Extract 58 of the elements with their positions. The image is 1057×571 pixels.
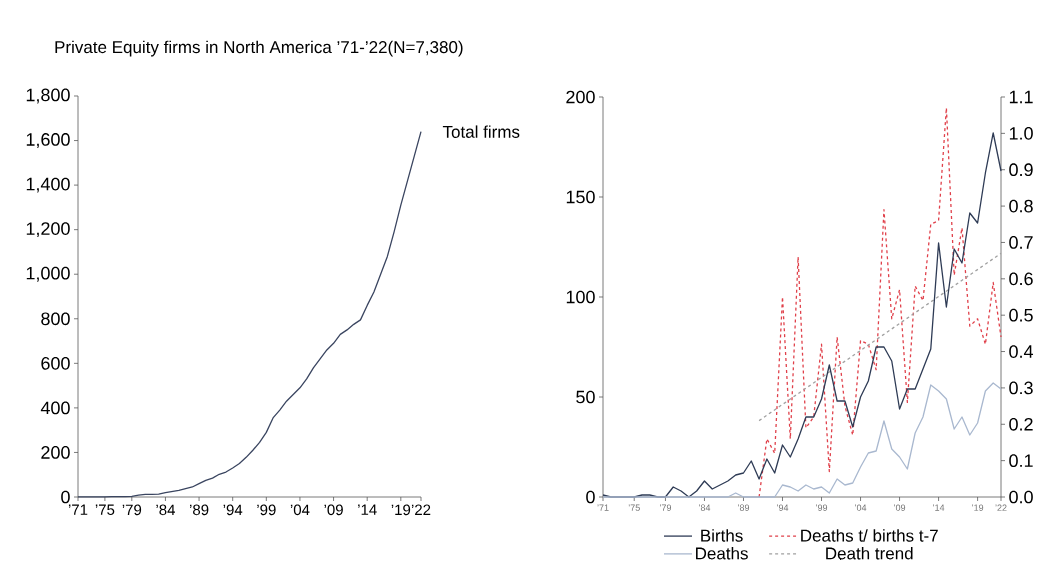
y2-tick-label: 0.6 bbox=[1009, 272, 1033, 286]
x-tick-label: ’19 bbox=[391, 504, 411, 516]
legend-label: Death trend bbox=[826, 546, 913, 560]
x-tick-label: ’14 bbox=[933, 504, 945, 511]
y-tick-label: 150 bbox=[566, 190, 595, 204]
x-tick-label: ’75 bbox=[628, 504, 640, 511]
x-tick-label: ’22 bbox=[411, 504, 431, 515]
line-series bbox=[758, 107, 1002, 498]
x-tick-label: ’84 bbox=[699, 504, 711, 511]
chart-title: Private Equity firms in North America ’71-’22(N=7,380) bbox=[55, 40, 463, 57]
x-tick-label: ’71 bbox=[68, 504, 88, 515]
x-tick-label: ’99 bbox=[816, 504, 828, 511]
y-tick-label: 1,400 bbox=[26, 177, 70, 193]
x-tick-label: ’89 bbox=[738, 504, 750, 511]
y-tick-label: 50 bbox=[576, 390, 595, 404]
x-tick-label: ’89 bbox=[189, 504, 209, 516]
y2-tick-label: 1.0 bbox=[1009, 126, 1033, 140]
x-tick-label: ’99 bbox=[257, 504, 276, 516]
y-tick-label: 0 bbox=[61, 490, 70, 504]
y-tick-label: 200 bbox=[566, 90, 595, 104]
y2-tick-label: 1.1 bbox=[1009, 90, 1033, 104]
x-tick-label: ’79 bbox=[660, 504, 672, 511]
y2-tick-label: 0.2 bbox=[1009, 417, 1033, 431]
y-tick-label: 400 bbox=[40, 401, 70, 415]
x-tick-label: ’94 bbox=[777, 504, 789, 511]
x-tick-label: ’04 bbox=[290, 504, 310, 516]
y2-tick-label: 0.5 bbox=[1009, 308, 1033, 322]
y-tick-label: 1,600 bbox=[26, 133, 70, 148]
x-tick-label: ’22 bbox=[995, 504, 1007, 511]
x-tick-label: ’09 bbox=[894, 504, 906, 511]
y-tick-label: 800 bbox=[41, 312, 70, 326]
x-tick-label: ’19 bbox=[972, 504, 984, 511]
y-tick-label: 1,000 bbox=[26, 266, 70, 282]
x-tick-label: ’84 bbox=[156, 504, 175, 516]
x-tick-label: ’75 bbox=[95, 504, 115, 515]
x-tick-label: ’71 bbox=[597, 504, 609, 511]
x-tick-label: ’09 bbox=[324, 504, 343, 516]
y-tick-label: 100 bbox=[566, 290, 595, 304]
y-tick-label: 0 bbox=[586, 490, 595, 504]
x-tick-label: ’79 bbox=[122, 504, 142, 516]
x-tick-label: ’04 bbox=[855, 504, 867, 511]
y-tick-label: 1,800 bbox=[26, 88, 70, 104]
y2-tick-label: 0.9 bbox=[1009, 163, 1033, 177]
y2-tick-label: 0.3 bbox=[1009, 381, 1033, 395]
y2-tick-label: 0.0 bbox=[1009, 490, 1033, 504]
legend-label: Deaths bbox=[696, 546, 748, 560]
y-tick-label: 1,200 bbox=[26, 222, 70, 238]
x-tick-label: ’14 bbox=[358, 504, 377, 515]
y-tick-label: 200 bbox=[41, 446, 70, 459]
y-tick-label: 600 bbox=[41, 356, 70, 370]
legend-label: Births bbox=[701, 529, 743, 542]
legend-label: Deaths t/ births t-7 bbox=[801, 529, 938, 542]
series-label: Total firms bbox=[442, 125, 520, 138]
y2-tick-label: 0.4 bbox=[1009, 345, 1034, 358]
x-tick-label: ’94 bbox=[223, 504, 243, 516]
y2-tick-label: 0.8 bbox=[1009, 199, 1033, 213]
y2-tick-label: 0.7 bbox=[1009, 236, 1033, 249]
y2-tick-label: 0.1 bbox=[1009, 454, 1033, 467]
